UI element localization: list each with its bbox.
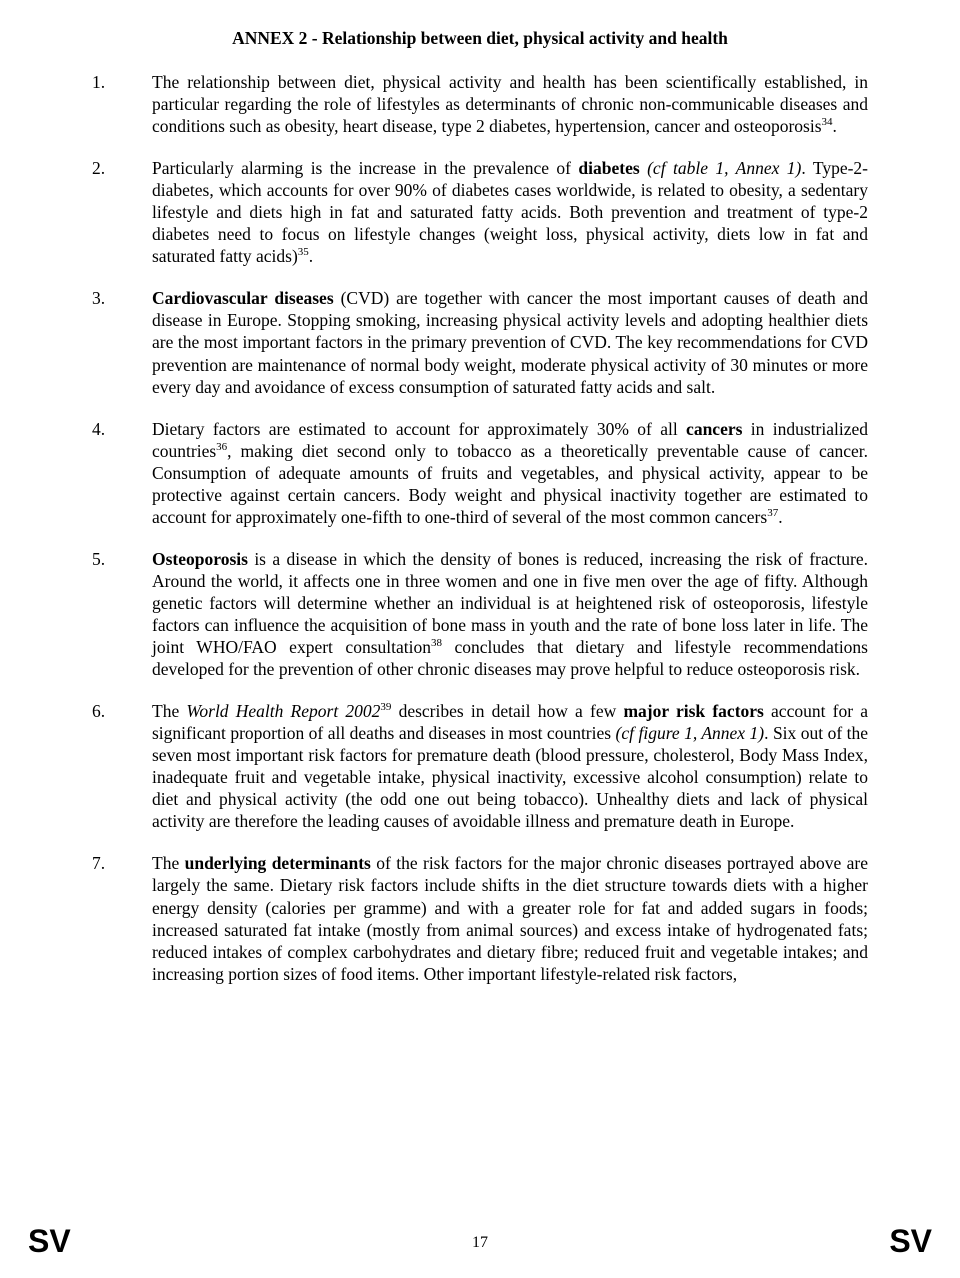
list-item: 5.Osteoporosis is a disease in which the… bbox=[92, 548, 868, 680]
item-body: Dietary factors are estimated to account… bbox=[152, 418, 868, 528]
item-number: 5. bbox=[92, 548, 152, 680]
list-item: 7.The underlying determinants of the ris… bbox=[92, 852, 868, 984]
item-number: 7. bbox=[92, 852, 152, 984]
list-item: 4.Dietary factors are estimated to accou… bbox=[92, 418, 868, 528]
numbered-list: 1.The relationship between diet, physica… bbox=[92, 71, 868, 985]
page-content: ANNEX 2 - Relationship between diet, phy… bbox=[0, 0, 960, 985]
footer-right: SV bbox=[889, 1223, 932, 1260]
item-body: Particularly alarming is the increase in… bbox=[152, 157, 868, 267]
item-body: The underlying determinants of the risk … bbox=[152, 852, 868, 984]
list-item: 2.Particularly alarming is the increase … bbox=[92, 157, 868, 267]
annex-title: ANNEX 2 - Relationship between diet, phy… bbox=[92, 28, 868, 49]
item-number: 3. bbox=[92, 287, 152, 397]
list-item: 1.The relationship between diet, physica… bbox=[92, 71, 868, 137]
item-number: 1. bbox=[92, 71, 152, 137]
page-number: 17 bbox=[0, 1234, 960, 1252]
list-item: 6.The World Health Report 200239 describ… bbox=[92, 700, 868, 832]
item-body: The relationship between diet, physical … bbox=[152, 71, 868, 137]
list-item: 3.Cardiovascular diseases (CVD) are toge… bbox=[92, 287, 868, 397]
item-number: 4. bbox=[92, 418, 152, 528]
item-body: Osteoporosis is a disease in which the d… bbox=[152, 548, 868, 680]
item-number: 2. bbox=[92, 157, 152, 267]
item-number: 6. bbox=[92, 700, 152, 832]
item-body: The World Health Report 200239 describes… bbox=[152, 700, 868, 832]
item-body: Cardiovascular diseases (CVD) are togeth… bbox=[152, 287, 868, 397]
